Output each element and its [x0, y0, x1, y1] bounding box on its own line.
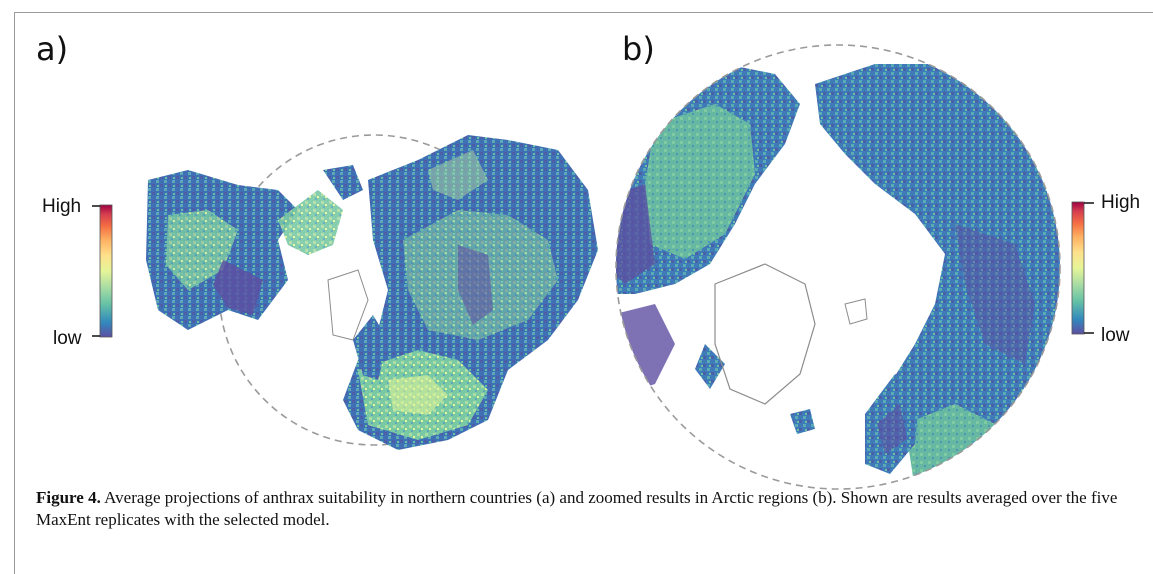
- colorbar-b: [1071, 201, 1094, 335]
- colorbar-a: [92, 204, 113, 338]
- figure-frame-left: [14, 12, 15, 574]
- figure-caption-text: Average projections of anthrax suitabili…: [36, 488, 1118, 529]
- colorbar-a-low-label: low: [53, 328, 82, 349]
- colorbar-b-low-label: low: [1101, 325, 1130, 346]
- colorbar-b-high-label: High: [1101, 192, 1141, 213]
- panel-a-label: a): [36, 30, 69, 68]
- colorbar-a-high-label: High: [42, 196, 82, 217]
- figure-frame-top: [14, 12, 1153, 13]
- figure-caption-label: Figure 4.: [36, 488, 101, 507]
- panel-b-label: b): [622, 30, 655, 68]
- figure-caption: Figure 4. Average projections of anthrax…: [36, 487, 1136, 531]
- map-a-northern-countries: [146, 134, 598, 450]
- map-b-arctic-regions: [615, 44, 1061, 490]
